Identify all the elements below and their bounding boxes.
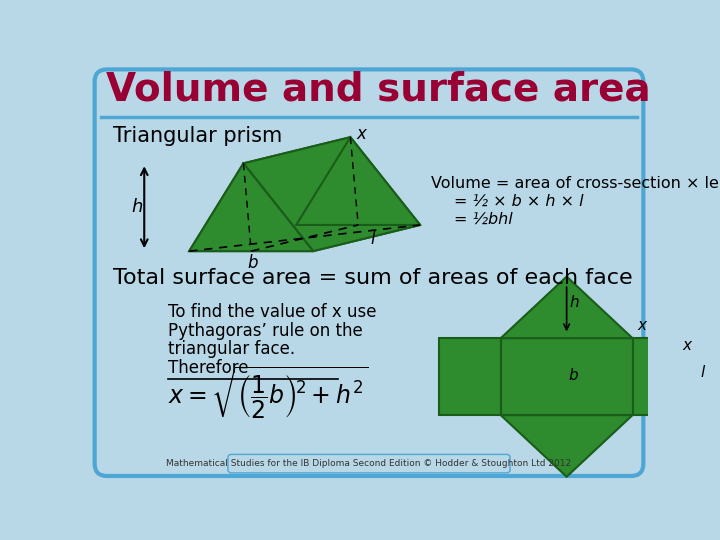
Polygon shape bbox=[189, 137, 351, 251]
Text: Total surface area = sum of areas of each face: Total surface area = sum of areas of eac… bbox=[113, 268, 633, 288]
Polygon shape bbox=[189, 225, 420, 251]
Text: Triangular prism: Triangular prism bbox=[113, 126, 282, 146]
Polygon shape bbox=[500, 338, 632, 415]
FancyBboxPatch shape bbox=[94, 70, 644, 476]
Text: b: b bbox=[248, 254, 258, 272]
Text: Mathematical Studies for the IB Diploma Second Edition © Hodder & Stoughton Ltd : Mathematical Studies for the IB Diploma … bbox=[166, 459, 572, 468]
Text: Volume = area of cross-section × length: Volume = area of cross-section × length bbox=[431, 176, 720, 191]
Text: triangular face.: triangular face. bbox=[168, 340, 294, 359]
Text: h: h bbox=[132, 198, 143, 216]
FancyBboxPatch shape bbox=[228, 455, 510, 473]
Text: Therefore: Therefore bbox=[168, 359, 248, 377]
Text: l: l bbox=[371, 230, 375, 248]
Polygon shape bbox=[632, 338, 695, 415]
Text: h: h bbox=[570, 295, 580, 310]
Polygon shape bbox=[500, 276, 632, 338]
Text: l: l bbox=[701, 364, 705, 380]
Text: b: b bbox=[568, 368, 577, 383]
Text: Volume and surface area: Volume and surface area bbox=[106, 70, 650, 108]
Text: = ½ × b × h × l: = ½ × b × h × l bbox=[454, 194, 584, 209]
Text: $x = \sqrt{\left(\dfrac{1}{2}b\right)^{\!2} + h^2}$: $x = \sqrt{\left(\dfrac{1}{2}b\right)^{\… bbox=[168, 364, 368, 421]
Polygon shape bbox=[438, 338, 500, 415]
Text: Pythagoras’ rule on the: Pythagoras’ rule on the bbox=[168, 322, 362, 340]
Text: x: x bbox=[356, 125, 366, 143]
Text: = ½bhl: = ½bhl bbox=[454, 212, 513, 226]
Text: To find the value of x use: To find the value of x use bbox=[168, 303, 376, 321]
Polygon shape bbox=[296, 137, 420, 225]
Polygon shape bbox=[500, 415, 632, 477]
Text: x: x bbox=[637, 319, 646, 334]
Polygon shape bbox=[189, 164, 313, 251]
Polygon shape bbox=[243, 137, 420, 251]
Text: x: x bbox=[683, 338, 692, 353]
